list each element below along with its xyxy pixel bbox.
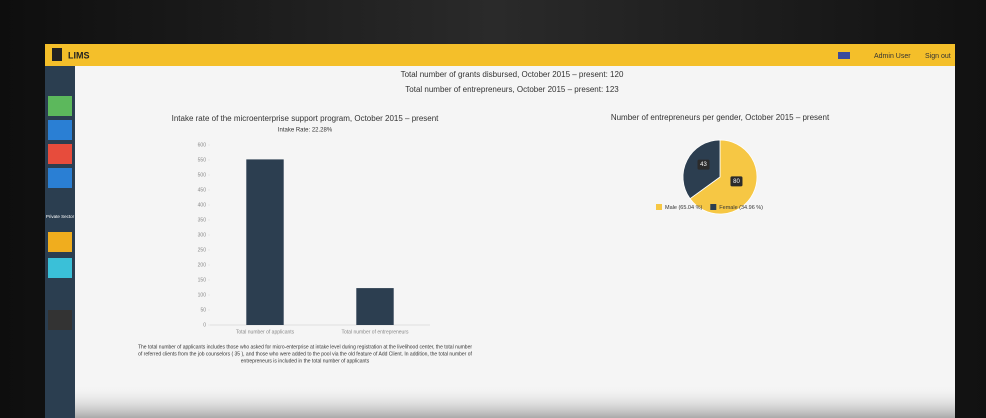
note-line: The total number of applicants includes … [138, 344, 472, 350]
summary-line: Total number of entrepreneurs, October 2… [405, 85, 619, 94]
nav-briefcase[interactable] [48, 168, 72, 188]
pie-chart-title: Number of entrepreneurs per gender, Octo… [611, 113, 830, 122]
sign-out[interactable]: Sign out [925, 53, 951, 60]
nav-stats[interactable] [48, 258, 72, 278]
y-tick-label: 0 [203, 322, 206, 328]
screen-reflection [75, 385, 955, 418]
nav-home[interactable] [48, 72, 72, 92]
brand: LIMS [68, 50, 90, 60]
note-line: of referred clients from the job counsel… [138, 351, 472, 357]
y-tick-label: 450 [198, 187, 207, 193]
legend-swatch [656, 204, 662, 210]
y-tick-label: 350 [198, 217, 207, 223]
nav-link[interactable] [48, 310, 72, 330]
y-tick-label: 150 [198, 277, 207, 283]
sidebar-icons [48, 72, 72, 330]
data-label: 43 [700, 162, 707, 168]
legend-label: Female (34.96 %) [719, 205, 763, 211]
y-tick-label: 400 [198, 202, 207, 208]
summary-line: Total number of grants disbursed, Octobe… [401, 70, 624, 79]
y-tick-label: 200 [198, 262, 207, 268]
language-flag[interactable] [838, 52, 850, 59]
nav-alert[interactable] [48, 144, 72, 164]
y-tick-label: 550 [198, 157, 207, 163]
y-tick-label: 600 [198, 142, 207, 148]
bar [246, 159, 284, 325]
bar [356, 288, 394, 325]
nav-qr[interactable] [48, 284, 72, 304]
x-tick-label: Total number of applicants [236, 329, 295, 335]
data-label-bg [697, 159, 710, 170]
data-label: 80 [733, 179, 740, 185]
bar-chart-title: Intake rate of the microenterprise suppo… [172, 114, 440, 123]
y-tick-label: 100 [198, 292, 207, 298]
user-menu[interactable]: Admin User [874, 53, 911, 60]
y-tick-label: 250 [198, 247, 207, 253]
data-label-bg [730, 176, 743, 187]
pie-slice [689, 139, 758, 215]
screen [45, 44, 955, 418]
nav-view[interactable] [48, 120, 72, 140]
nav-bookmark[interactable] [48, 232, 72, 252]
y-tick-label: 300 [198, 232, 207, 238]
x-tick-label: Total number of entrepreneurs [342, 329, 409, 335]
note-line: entrepreneurs is included in the total n… [241, 358, 370, 364]
logo [52, 48, 62, 61]
bar-chart-subtitle: Intake Rate: 22.28% [278, 128, 333, 134]
top-bar [45, 44, 955, 66]
y-tick-label: 50 [200, 307, 206, 313]
nav-private-sector[interactable]: Private Sector [46, 214, 75, 219]
note: The total number of applicants includes … [138, 344, 473, 364]
legend-swatch [710, 204, 717, 210]
nav-users[interactable] [48, 96, 72, 116]
y-tick-label: 500 [198, 172, 207, 178]
legend-label: Male (65.04 %) [665, 205, 702, 211]
